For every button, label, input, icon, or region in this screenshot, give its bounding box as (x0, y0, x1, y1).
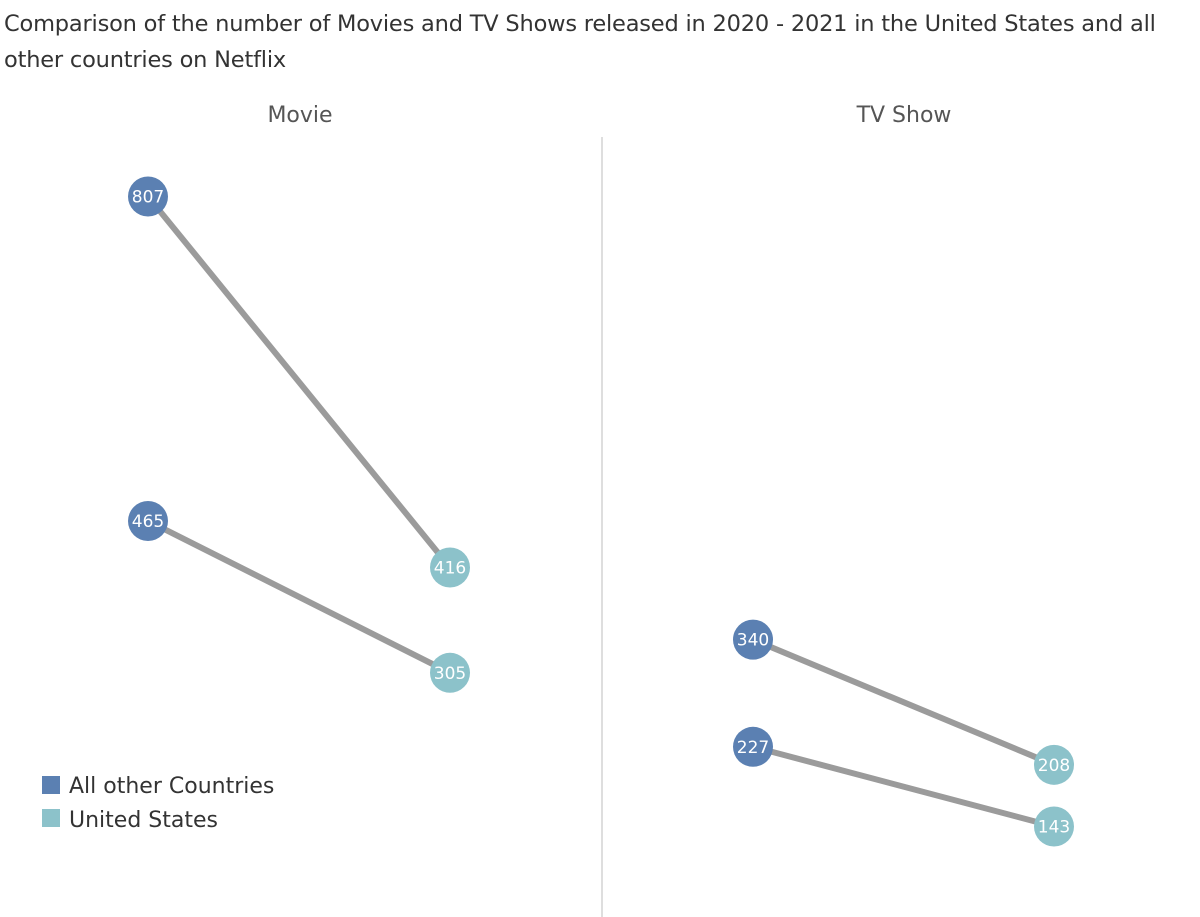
legend-swatch-united-states (42, 809, 60, 827)
data-label-movie-all-other-countries: 465 (132, 512, 164, 532)
data-point-tv-show-all-other-countries (733, 726, 773, 767)
data-label-tv-show-united-states: 143 (1038, 818, 1070, 838)
chart-title: Comparison of the number of Movies and T… (4, 11, 1156, 73)
slope-points: 807 416 465 305 340 208 227 143 (128, 176, 1074, 847)
data-point-movie-united-states (430, 652, 470, 693)
legend-label-united-states: United States (69, 808, 218, 833)
data-point-tv-show-all-other-countries (733, 619, 773, 660)
data-point-tv-show-united-states (1034, 744, 1074, 785)
data-label-movie-all-other-countries: 807 (132, 188, 164, 208)
data-label-movie-united-states: 416 (434, 558, 466, 578)
slope-line-tv-show-3 (750, 743, 1057, 830)
data-label-tv-show-all-other-countries: 227 (737, 738, 769, 758)
legend-label-all-other-countries: All other Countries (69, 774, 274, 799)
data-label-tv-show-united-states: 208 (1038, 756, 1070, 776)
legend: All other Countries United States (42, 774, 274, 833)
data-point-movie-all-other-countries (128, 176, 168, 217)
data-point-movie-united-states (430, 547, 470, 588)
panel-header-movie: Movie (267, 103, 332, 128)
data-label-movie-united-states: 305 (434, 664, 466, 684)
data-point-tv-show-united-states (1034, 806, 1074, 847)
data-point-movie-all-other-countries (128, 500, 168, 541)
slope-line-tv-show-2 (750, 636, 1057, 768)
legend-swatch-all-other-countries (42, 776, 60, 794)
data-label-tv-show-all-other-countries: 340 (737, 631, 769, 651)
slope-line-movie-1 (145, 517, 453, 676)
panel-header-tv-show: TV Show (856, 103, 952, 128)
slope-lines (145, 193, 1057, 830)
slope-line-movie-0 (145, 193, 453, 571)
